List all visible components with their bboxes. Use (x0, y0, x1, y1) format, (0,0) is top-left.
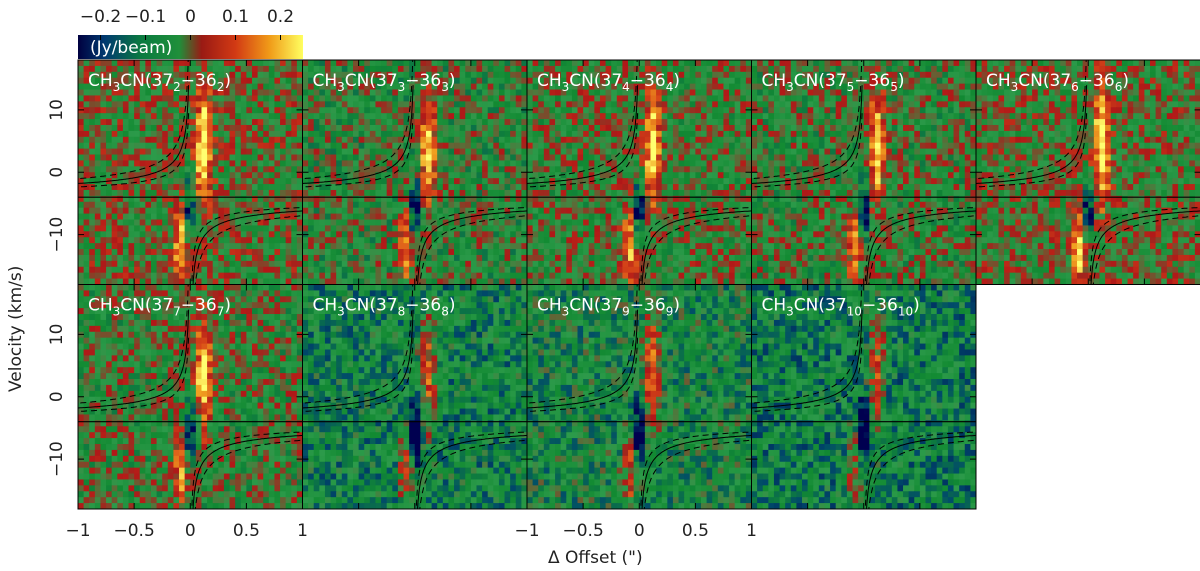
pv-panel: CH3CN(379−369) (526, 284, 752, 510)
x-tick-label: −0.5 (562, 521, 603, 541)
keplerian-curves (527, 284, 752, 509)
x-tick-label: 0.5 (682, 521, 709, 541)
x-tick-label: 0 (185, 521, 196, 541)
colorbar-label: (Jy/beam) (90, 38, 172, 58)
keplerian-curves (302, 60, 527, 285)
colorbar-tick-label: 0.2 (267, 7, 294, 27)
panel-transition-label: CH3CN(375−365) (762, 71, 905, 94)
colorbar-tick-label: 0 (185, 7, 196, 27)
x-tick-labels: −1 −0.5 0 0.5 1 −1 −0.5 0 0.5 1 (65, 521, 756, 541)
y-tick-labels: 10 0 −10 10 0 −10 (47, 99, 67, 477)
y-tick-label: −10 (47, 441, 67, 477)
x-tick-label: −1 (65, 521, 90, 541)
y-tick-label: 0 (47, 167, 67, 178)
colorbar-tick-label: 0.1 (222, 7, 249, 27)
pv-panel: CH3CN(376−366) (975, 59, 1200, 285)
keplerian-curves (976, 60, 1200, 285)
x-tick-label: 0 (634, 521, 645, 541)
y-tick-label: 10 (47, 324, 67, 346)
colorbar-tick-label: −0.1 (125, 7, 166, 27)
colorbar-ticks: −0.2 −0.1 0 0.1 0.2 (80, 7, 294, 40)
pv-panel: CH3CN(375−365) (751, 59, 977, 285)
pv-panel: CH3CN(3710−3610) (751, 284, 977, 510)
pv-heatmap (527, 284, 752, 509)
keplerian-curves (751, 284, 976, 509)
pv-panel: CH3CN(374−364) (526, 59, 752, 285)
pv-panel: CH3CN(378−368) (302, 284, 528, 510)
y-tick-label: −10 (47, 217, 67, 253)
pv-heatmap (751, 284, 976, 509)
pv-panel: CH3CN(372−362) (77, 59, 303, 285)
x-tick-label: 1 (746, 521, 757, 541)
colorbar: (Jy/beam) −0.2 −0.1 0 0.1 0.2 (78, 7, 303, 59)
pv-heatmap (751, 60, 976, 285)
x-axis-label: Δ Offset (") (548, 548, 643, 568)
colorbar-tick-label: −0.2 (80, 7, 121, 27)
keplerian-curves (78, 60, 303, 285)
y-tick-label: 10 (47, 99, 67, 121)
panel-transition-label: CH3CN(376−366) (986, 71, 1129, 94)
panel-transition-label: CH3CN(373−363) (313, 71, 456, 94)
x-tick-label: 1 (297, 521, 308, 541)
pv-panel: CH3CN(373−363) (302, 59, 528, 285)
keplerian-curves (751, 60, 976, 285)
panel-transition-label: CH3CN(379−369) (537, 296, 680, 319)
keplerian-curves (302, 284, 527, 509)
panel-transition-label: CH3CN(377−367) (88, 296, 231, 319)
pv-heatmap (78, 60, 303, 285)
panel-transition-label: CH3CN(374−364) (537, 71, 680, 94)
panel-grid: CH3CN(372−362) CH3CN(373−363) CH3CN(374−36… (77, 59, 1200, 510)
panel-transition-label: CH3CN(3710−3610) (762, 296, 920, 319)
x-tick-label: 0.5 (233, 521, 260, 541)
y-tick-label: 0 (47, 391, 67, 402)
panel-transition-label: CH3CN(378−368) (313, 296, 456, 319)
panel-transition-label: CH3CN(372−362) (88, 71, 231, 94)
keplerian-curves (78, 284, 303, 509)
x-tick-label: −1 (514, 521, 539, 541)
pv-panel: CH3CN(377−367) (77, 284, 303, 510)
pv-heatmap (78, 284, 303, 509)
pv-heatmap (976, 60, 1200, 285)
keplerian-curves (527, 60, 752, 285)
pv-heatmap (302, 284, 527, 509)
y-axis-label: Velocity (km/s) (6, 266, 26, 392)
x-tick-label: −0.5 (113, 521, 154, 541)
